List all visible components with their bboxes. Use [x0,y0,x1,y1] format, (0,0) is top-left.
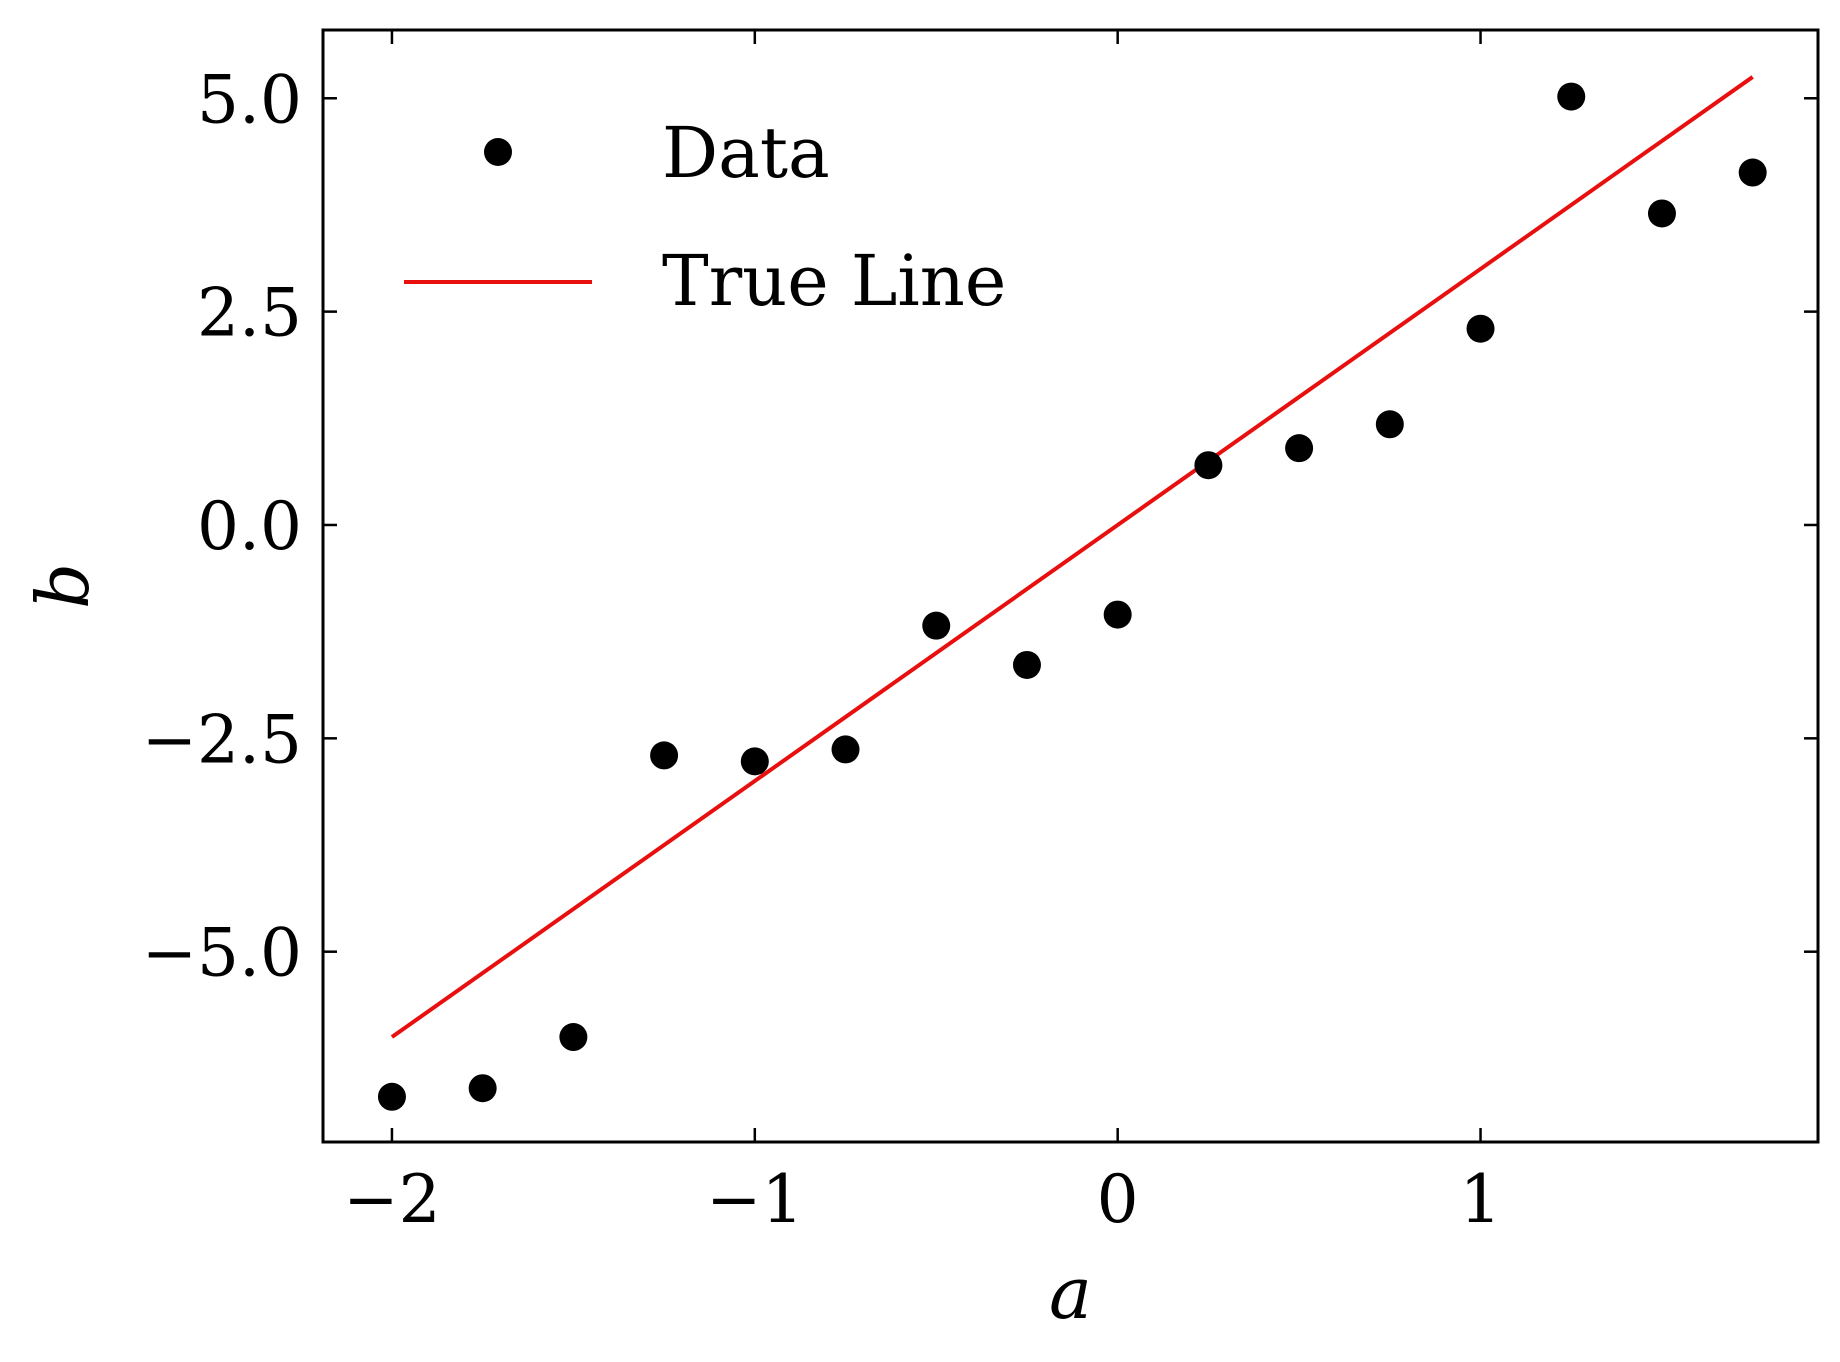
true-line-series [390,75,1754,1039]
data-point [1738,158,1767,187]
data-point [1194,451,1223,480]
x-tick-label: −2 [343,1161,440,1238]
plot-frame [321,28,1820,1144]
data-point [922,611,951,640]
legend-label: Data [662,112,830,194]
y-axis-label: b [21,563,105,609]
data-point [831,735,860,764]
y-tick-label: 2.5 [197,275,302,352]
data-point [740,747,769,776]
x-tick-label: 0 [1097,1161,1139,1238]
data-point [1103,600,1132,629]
data-point [1375,410,1404,439]
axis-ticks: −2 −1 0 1 5.0 2.5 0.0 −2.5 −5.0 [142,30,1818,1238]
data-point [1466,314,1495,343]
y-tick-label: 5.0 [197,61,302,138]
data-point [1647,199,1676,228]
data-point [377,1082,406,1111]
y-tick-label: −5.0 [142,915,302,992]
x-tick-label: 1 [1460,1161,1502,1238]
plot-area [377,75,1767,1111]
x-tick-label: −1 [706,1161,803,1238]
data-point [1557,82,1586,111]
data-point [468,1074,497,1103]
data-point [559,1023,588,1052]
legend-label: True Line [662,240,1006,322]
data-point [1285,434,1314,463]
data-point [1012,650,1041,679]
data-point [650,741,679,770]
y-tick-label: −2.5 [142,701,302,778]
legend-data-marker [484,138,512,166]
legend: Data True Line [404,112,1006,322]
x-axis-label: a [1049,1251,1092,1335]
y-tick-label: 0.0 [197,488,302,565]
